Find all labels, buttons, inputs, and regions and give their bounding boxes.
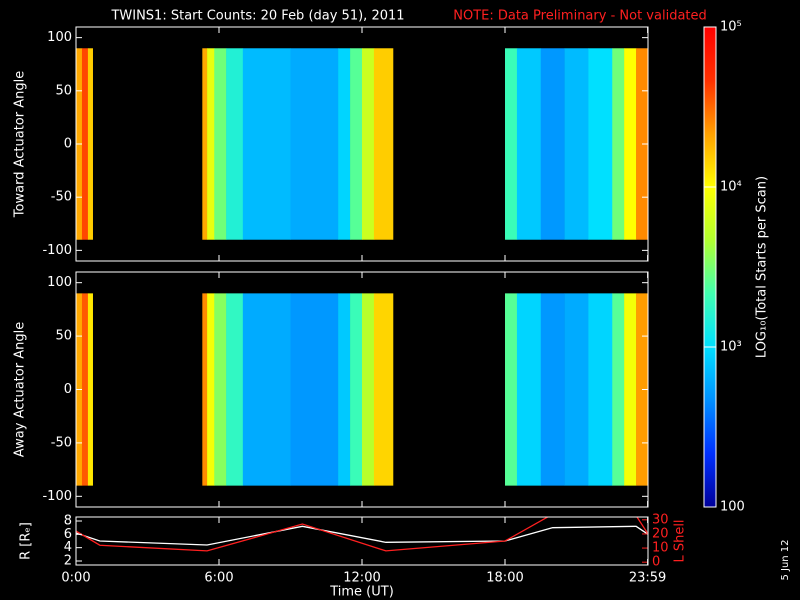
x-tick-label: 0:00 [61,571,90,586]
y-tick-label: 0 [64,382,72,397]
heatmap-cell [540,48,565,240]
heatmap-cell [350,293,363,486]
heatmap-cell [87,293,93,486]
y2-tick-label: 20 [652,526,669,541]
heatmap-cell [350,48,363,240]
heatmap-cell [87,48,93,240]
heatmap-cell [564,48,589,240]
colorbar-tick-label: 100 [720,500,745,515]
heatmap-cell [226,48,244,240]
heatmap-cell [362,293,375,486]
date-stamp: 5 Jun 12 [780,539,791,580]
note: NOTE: Data Preliminary - Not validated [453,9,707,24]
heatmap-cell [624,48,637,240]
x-tick-label: 18:00 [486,571,523,586]
y-tick-label: 100 [47,30,72,45]
heatmap-cell [540,293,565,486]
heatmap-cell [505,293,518,486]
y-tick-label: 50 [55,329,72,344]
y-axis-title: R [Rₑ] [19,522,34,560]
y2-tick-label: 0 [652,555,660,570]
x-tick-label: 6:00 [204,571,233,586]
heatmap-cell [516,48,542,240]
heatmap-cell [207,293,215,486]
plot-frame [75,516,649,566]
heatmap-cell [81,48,89,240]
heatmap-cell [290,293,339,486]
heatmap-cell [516,293,542,486]
heatmap-cell [214,48,227,240]
heatmap-cell [202,48,208,240]
y-tick-label: 2 [64,554,72,569]
heatmap-cell [373,48,394,240]
y2-tick-label: 10 [652,541,669,556]
heatmap-cell [588,48,613,240]
heatmap-cell [214,293,227,486]
heatmap-cell [338,48,351,240]
y-tick-label: 8 [64,514,72,529]
heatmap-cell [588,293,613,486]
heatmap-cell [202,293,208,486]
line-series [76,525,648,546]
x-axis-title: Time (UT) [329,585,394,600]
y-tick-label: 50 [55,83,72,98]
heatmap-cell [362,48,375,240]
chart-title: TWINS1: Start Counts: 20 Feb (day 51), 2… [110,9,404,24]
heatmap-cell [242,293,291,486]
x-tick-label: 23:59 [629,571,666,586]
y-axis-title: Away Actuator Angle [13,322,28,457]
heatmap-cell [81,293,89,486]
heatmap-cell [242,48,291,240]
y-tick-label: 6 [64,527,72,542]
colorbar [703,26,717,508]
heatmap-cell [207,48,215,240]
heatmap-cell [612,293,625,486]
y-tick-label: -50 [51,435,72,450]
y-tick-label: -100 [42,243,72,258]
heatmap-cell [505,48,518,240]
heatmap-cell [226,293,244,486]
heatmap-cell [290,48,339,240]
heatmap-cell [624,293,637,486]
heatmap-cell [338,293,351,486]
y-tick-label: 0 [64,137,72,152]
heatmap-cell [612,48,625,240]
y2-axis-title: L Shell [673,519,688,562]
colorbar-tick-label: 10³ [720,340,742,355]
y-tick-label: -50 [51,190,72,205]
y-tick-label: 100 [47,275,72,290]
y2-tick-label: 30 [652,512,669,527]
y-axis-title: Toward Actuator Angle [13,71,28,218]
x-tick-label: 12:00 [343,571,380,586]
heatmap-cell [564,293,589,486]
y-tick-label: -100 [42,489,72,504]
heatmap-cell [373,293,394,486]
colorbar-tick-label: 10⁴ [720,180,742,195]
y-tick-label: 4 [64,540,72,555]
colorbar-title: LOG₁₀(Total Starts per Scan) [755,176,770,358]
colorbar-tick-label: 10⁵ [720,20,742,35]
line-series [76,517,648,552]
